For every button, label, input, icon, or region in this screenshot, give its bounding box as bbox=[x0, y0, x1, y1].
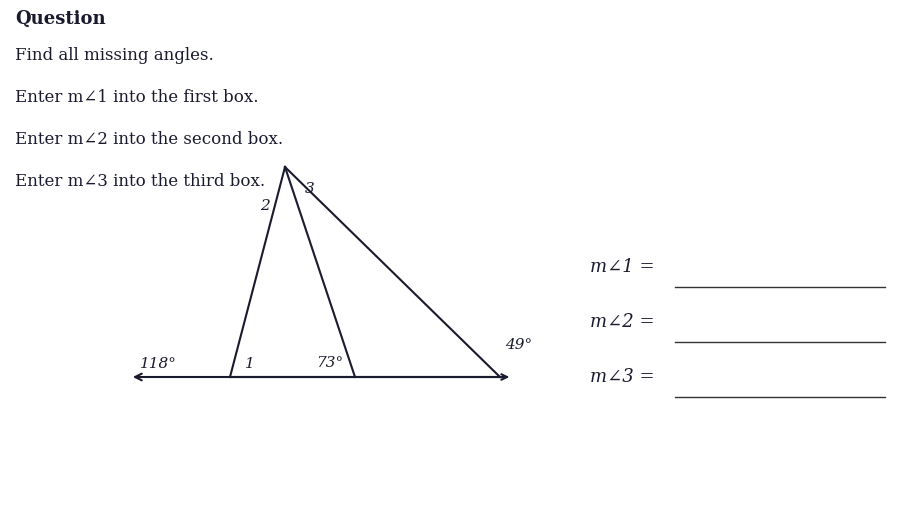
Text: Enter m∠1 into the first box.: Enter m∠1 into the first box. bbox=[15, 89, 259, 106]
Text: 49°: 49° bbox=[505, 338, 533, 352]
Text: Find all missing angles.: Find all missing angles. bbox=[15, 47, 214, 64]
Text: 73°: 73° bbox=[316, 356, 343, 370]
Text: 3: 3 bbox=[305, 182, 315, 196]
Text: m∠2 =: m∠2 = bbox=[590, 313, 654, 331]
Text: Question: Question bbox=[15, 10, 105, 28]
Text: m∠3 =: m∠3 = bbox=[590, 368, 654, 386]
Text: Enter m∠3 into the third box.: Enter m∠3 into the third box. bbox=[15, 173, 265, 190]
Text: 118°: 118° bbox=[140, 357, 177, 371]
Text: m∠1 =: m∠1 = bbox=[590, 258, 654, 276]
Text: 2: 2 bbox=[260, 199, 270, 213]
Text: 1: 1 bbox=[245, 357, 254, 371]
Text: Enter m∠2 into the second box.: Enter m∠2 into the second box. bbox=[15, 131, 283, 148]
